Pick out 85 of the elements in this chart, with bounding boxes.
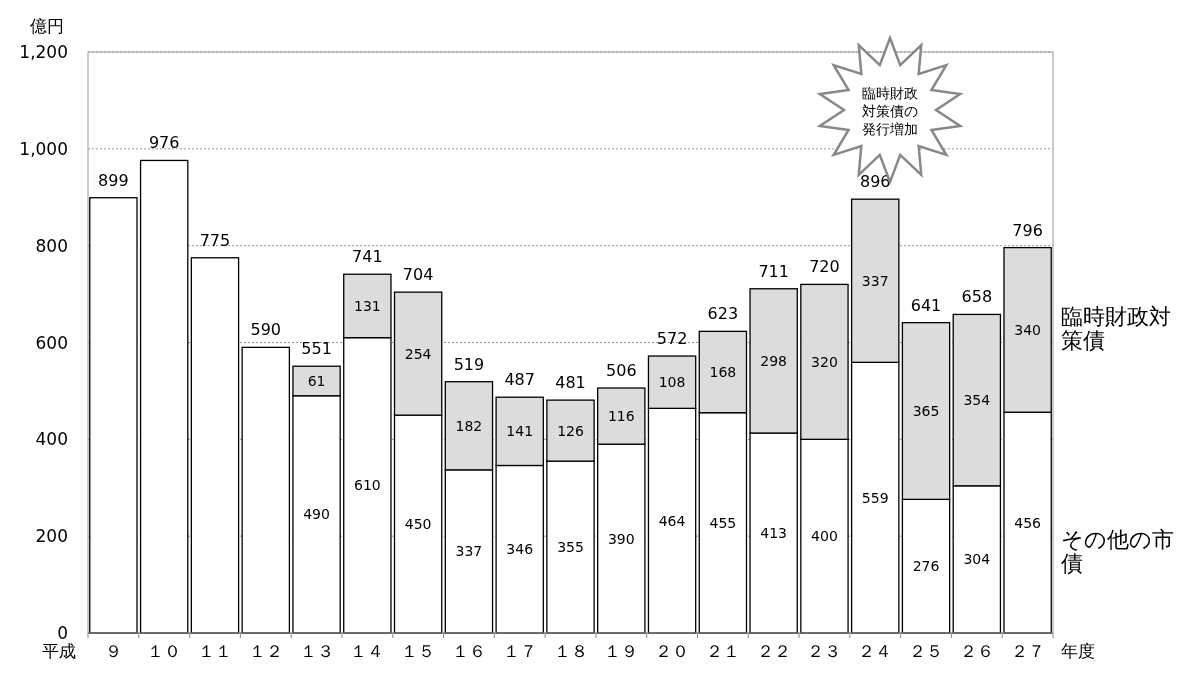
x-tick-label: １０ <box>147 641 182 661</box>
data-label: 141 <box>506 423 534 440</box>
total-label: 551 <box>301 339 332 359</box>
data-label: 168 <box>709 364 737 381</box>
data-label: 610 <box>353 477 381 494</box>
y-tick-label: 1,200 <box>19 42 68 62</box>
bar <box>139 159 189 634</box>
total-label: 711 <box>758 261 789 281</box>
x-tick-label: ２６ <box>959 641 994 661</box>
data-label: 354 <box>963 392 991 409</box>
data-label: 116 <box>607 408 635 425</box>
data-label: 108 <box>658 374 686 391</box>
data-label: 450 <box>404 516 432 533</box>
total-label: 899 <box>98 170 129 190</box>
data-label: 182 <box>455 417 483 434</box>
data-label: 304 <box>963 551 991 568</box>
data-label: 337 <box>861 272 889 289</box>
data-label: 464 <box>658 512 686 529</box>
x-tick-label: １６ <box>451 641 486 661</box>
data-label: 456 <box>1014 514 1042 531</box>
total-label: 704 <box>402 265 434 285</box>
y-axis-title: 億円 <box>30 16 64 36</box>
total-label: 506 <box>606 361 637 381</box>
data-label: 455 <box>709 514 737 531</box>
x-tick-label: ２０ <box>655 641 690 661</box>
total-label: 658 <box>961 287 993 307</box>
total-label: 796 <box>1012 220 1043 240</box>
total-label: 720 <box>809 257 840 277</box>
total-label: 976 <box>148 133 180 153</box>
data-label: 126 <box>557 422 584 439</box>
total-label: 590 <box>250 320 282 340</box>
x-tick-label: １７ <box>502 641 537 661</box>
text: 平成 <box>42 641 76 661</box>
x-tick-label: ２２ <box>756 641 791 661</box>
total-label: 481 <box>555 373 586 393</box>
bar <box>89 197 138 634</box>
bar <box>241 346 291 634</box>
series-label: その他の市債 <box>1061 526 1174 576</box>
total-label: 572 <box>656 329 688 349</box>
data-label: 254 <box>404 345 432 362</box>
y-tick-label: 400 <box>35 429 68 450</box>
data-label: 337 <box>455 543 483 560</box>
x-tick-label: ２４ <box>858 641 893 661</box>
data-label: 365 <box>912 403 940 420</box>
y-tick-label: 1,000 <box>19 138 68 159</box>
total-label: 775 <box>199 230 231 250</box>
x-tick-label: ９ <box>104 641 122 661</box>
total-label: 896 <box>859 172 891 192</box>
data-label: 559 <box>861 489 889 506</box>
data-label: 340 <box>1014 321 1041 338</box>
x-tick-label: １２ <box>248 641 283 661</box>
y-tick-label: 600 <box>35 332 68 353</box>
data-label: 276 <box>912 558 940 575</box>
x-tick-label: ２５ <box>909 641 944 661</box>
x-tick-label: １５ <box>401 641 436 661</box>
y-tick-label: 0 <box>57 623 68 643</box>
total-label: 741 <box>352 247 383 267</box>
data-label: 346 <box>506 541 534 558</box>
x-tick-label: １４ <box>350 641 385 661</box>
total-label: 623 <box>707 304 739 324</box>
bar <box>190 257 240 634</box>
total-label: 519 <box>453 354 485 374</box>
data-label: 355 <box>557 539 584 556</box>
y-tick-label: 800 <box>35 235 68 256</box>
annotation: 臨時財政対策債の発行増加 <box>862 85 918 137</box>
data-label: 490 <box>303 506 330 523</box>
y-tick-label: 200 <box>35 526 68 547</box>
x-tick-label: ２７ <box>1010 641 1045 661</box>
total-label: 487 <box>504 370 535 390</box>
x-tick-label: １１ <box>197 641 232 661</box>
series-label: 臨時財政対策債 <box>1061 303 1171 353</box>
x-tick-label: ２３ <box>807 641 842 661</box>
x-tick-label: １３ <box>299 641 334 661</box>
data-label: 400 <box>811 528 838 545</box>
x-tick-label: １８ <box>553 641 588 661</box>
data-label: 131 <box>353 297 381 314</box>
total-label: 641 <box>910 295 942 315</box>
data-label: 298 <box>760 352 788 369</box>
x-tick-label: ２１ <box>705 641 740 661</box>
data-label: 390 <box>607 530 635 547</box>
data-label: 413 <box>760 525 788 542</box>
x-tick-label: １９ <box>604 641 639 661</box>
data-label: 61 <box>307 372 326 389</box>
data-label: 320 <box>811 353 838 370</box>
x-axis-title: 年度 <box>1061 641 1095 661</box>
